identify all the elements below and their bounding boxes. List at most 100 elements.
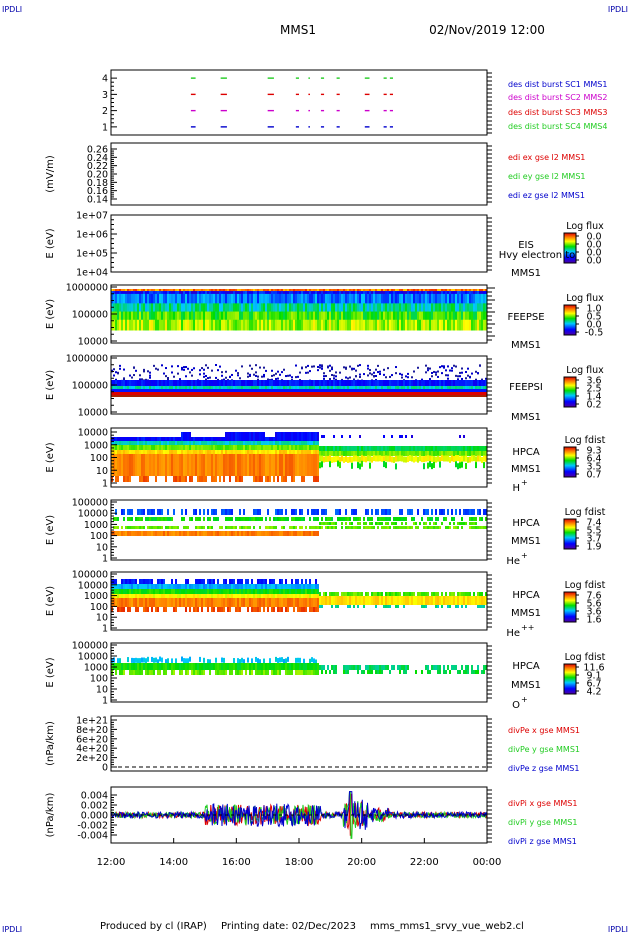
hpca_h-cell [189,432,191,441]
feeps-i-cell [373,375,375,378]
feeps-e-cell [315,319,317,331]
hpca_he-cell [385,509,387,515]
feeps-e-cell [267,303,269,313]
hpca_h-cell [399,451,401,456]
feeps-e-cell [207,291,209,295]
feeps-e-cell [365,289,367,292]
feeps-e-cell [393,291,395,295]
feeps-i-cell [465,370,467,373]
feeps-i-cell [455,395,457,397]
hpca_h-cell [271,454,273,476]
hpca_he-cell [399,509,401,515]
hpca_hepp-cell [209,579,211,584]
hpca_hepp-cell [115,579,117,584]
hpca_he-cell [173,509,175,515]
feeps-e-cell [191,289,193,292]
hpca_hepp-cell [215,594,217,598]
feeps-i-cell [329,395,331,397]
hpca_h-cell [337,455,339,462]
hpca_h-cell [407,451,409,456]
feeps-i-cell [437,386,439,389]
hpca_hepp-cell [249,584,251,589]
feeps-i-cell [139,378,141,381]
feeps-i-cell [411,376,413,379]
hpca_hepp-cell [253,607,255,612]
hpca_hepp-cell [249,598,251,607]
hpca_hepp-cell [319,592,321,596]
feeps-e-cell [385,291,387,295]
hpca_o-cell [173,663,175,670]
hpca_he-cell [469,509,471,515]
feeps-i-cell [311,392,313,395]
hpca_h-cell [285,450,287,454]
hpca_hepp-cell [253,589,255,594]
hpca_h-cell [111,454,113,476]
hpca_hepp-cell [319,596,321,605]
hpca_hepp-cell [211,607,213,612]
hpca_hepp-cell [397,605,399,608]
feeps-i-cell [349,386,351,389]
feeps-e-cell [471,311,473,321]
hpca_hepp-cell [345,592,347,596]
hpca_he-cell [377,517,379,521]
feeps-i-cell [309,395,311,397]
feeps-i-cell [305,371,307,374]
hpca_h-cell [185,454,187,476]
hpca_h-cell [315,441,317,445]
hpca_h-cell [127,476,129,482]
hpca_h-cell [145,437,147,441]
feeps-e-cell [289,289,291,292]
hpca_he-cell [239,531,241,536]
hpca_he-cell [381,509,383,515]
feeps-e-cell [393,311,395,321]
hpca_h-cell [417,446,419,451]
feeps-e-cell [321,303,323,313]
hpca_h-cell [143,445,145,450]
feeps-i-cell [353,386,355,389]
feeps-i-cell [349,392,351,395]
feeps-i-cell [157,386,159,389]
hpca_h-cell [155,441,157,445]
hpca_h-cell [273,445,275,450]
feeps-i-cell [457,380,459,386]
feeps-e-cell [317,319,319,331]
feeps-i-cell [383,389,385,392]
hpca_h-cell [195,445,197,450]
hpca_he-cell [321,517,323,521]
hpca_hepp-cell [389,592,391,596]
hpca_h-cell [137,445,139,450]
feeps-e-cell [433,291,435,295]
feeps-e-cell [165,319,167,331]
feeps-i-cell [479,395,481,397]
hpca_hepp-cell [235,594,237,598]
feeps-i-cell [351,386,353,389]
hpca_he-cell [453,526,455,529]
hpca_o-cell [239,663,241,670]
feeps-e-cell [323,303,325,313]
hpca_h-cell [257,454,259,476]
hpca_o-cell [221,663,223,670]
hpca_h-cell [227,432,229,441]
feeps-i-cell [315,380,317,386]
hpca_o-cell [201,670,203,675]
feeps-i-cell [173,375,175,378]
feeps-e-cell [179,303,181,313]
hpca_h-cell [145,476,147,482]
hpca_h-cell [455,451,457,456]
feeps-i-cell [389,392,391,395]
hpca_he-cell [177,526,179,529]
hpca_o-cell [475,670,477,674]
hpca_h-cell [361,460,363,467]
hpca_h-cell [121,450,123,454]
hpca_he-cell [243,509,245,515]
feeps-i-cell [203,372,205,375]
hpca_hepp-cell [311,589,313,594]
hpca_he-cell [121,531,123,536]
feeps-i-cell [305,386,307,389]
feeps-i-cell [385,380,387,386]
hpca_h-cell [313,454,315,476]
hpca_h-cell [117,450,119,454]
feeps-i-cell [175,395,177,397]
hpca_hepp-cell [153,589,155,594]
feeps-i-cell [239,395,241,397]
